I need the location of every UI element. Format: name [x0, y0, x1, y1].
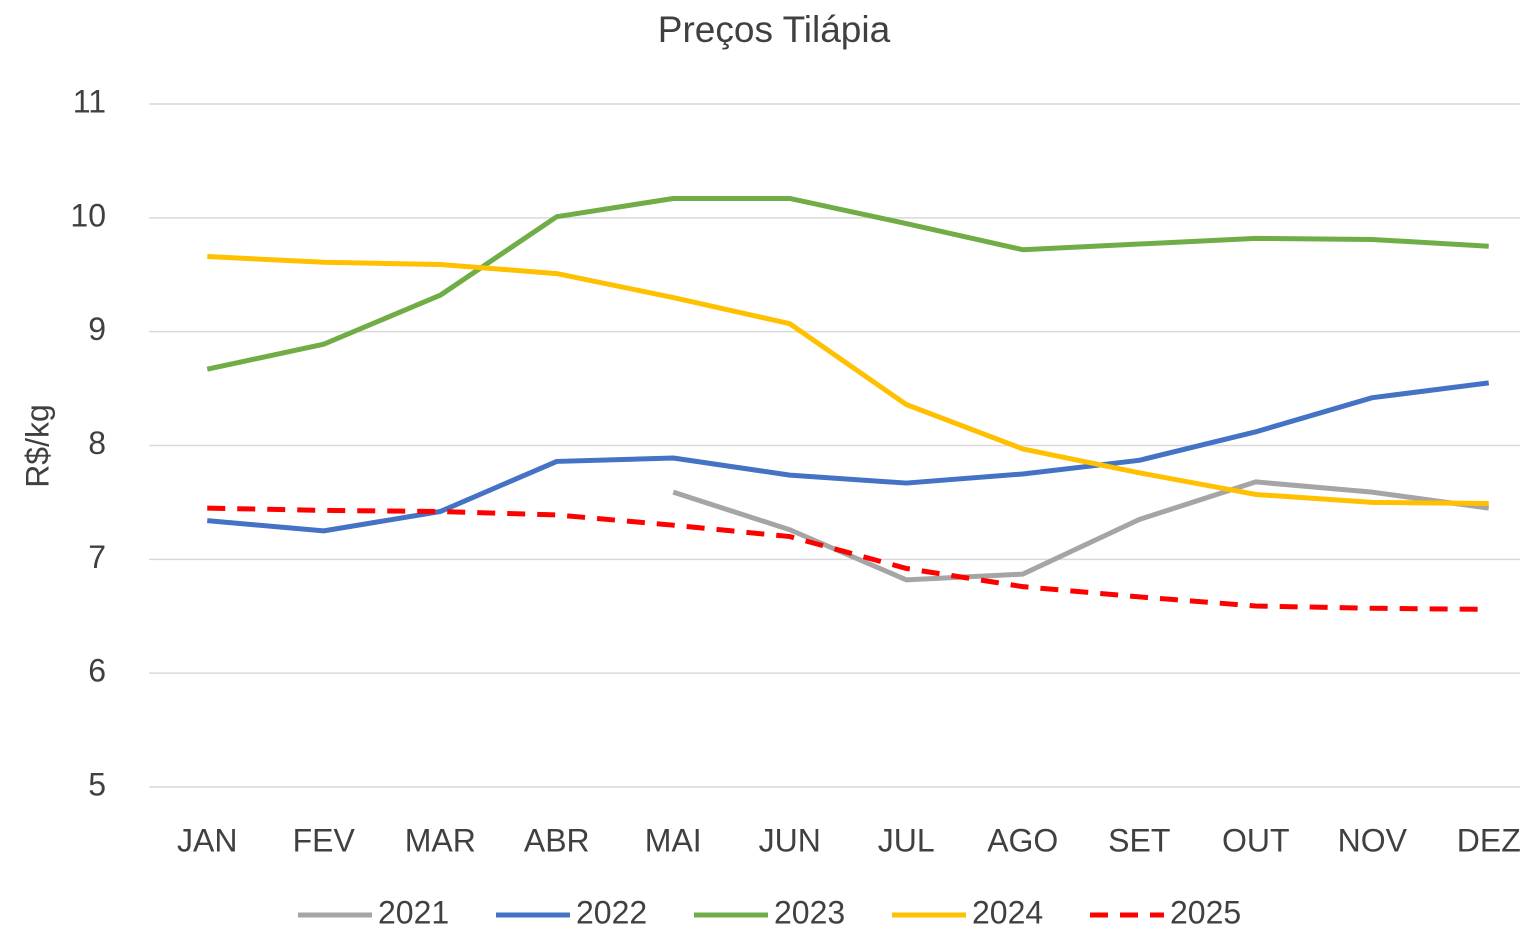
y-tick-label: 6 [88, 653, 106, 689]
series-line [207, 505, 1489, 612]
x-tick-label: MAR [405, 822, 476, 858]
series-line [672, 479, 1490, 583]
legend-label: 2021 [378, 894, 449, 930]
x-tick-label: SET [1108, 822, 1170, 858]
chart-title: Preços Tilápia [658, 9, 891, 50]
x-tick-label: JUN [759, 822, 821, 858]
series-line [207, 254, 1489, 507]
series-line [207, 380, 1490, 534]
legend-label: 2023 [774, 894, 845, 930]
legend-label: 2024 [972, 894, 1043, 930]
x-tick-label: ABR [524, 822, 590, 858]
y-tick-label: 11 [73, 83, 106, 119]
x-tick-label: DEZ [1457, 822, 1521, 858]
x-tick-label: MAI [645, 822, 702, 858]
y-tick-label: 10 [70, 197, 106, 233]
legend-label: 2022 [576, 894, 647, 930]
x-tick-label: FEV [293, 822, 356, 858]
y-tick-label: 9 [88, 311, 106, 347]
y-tick-label: 7 [88, 539, 106, 575]
x-tick-label: NOV [1338, 822, 1408, 858]
x-tick-label: OUT [1222, 822, 1290, 858]
x-tick-label: AGO [987, 822, 1058, 858]
legend-label: 2025 [1170, 894, 1241, 930]
y-tick-label: 5 [88, 766, 106, 802]
y-axis-label: R$/kg [19, 404, 55, 488]
y-tick-label: 8 [88, 425, 106, 461]
x-tick-label: JAN [177, 822, 237, 858]
x-tick-label: JUL [878, 822, 935, 858]
series-line [206, 195, 1489, 372]
